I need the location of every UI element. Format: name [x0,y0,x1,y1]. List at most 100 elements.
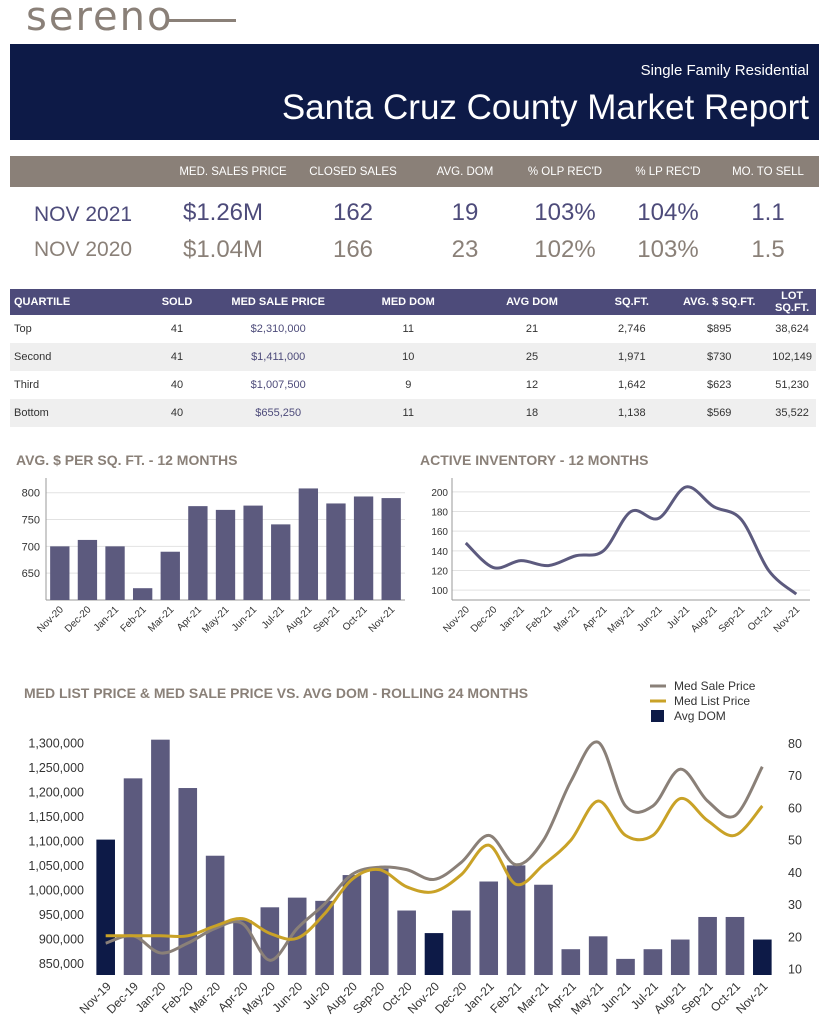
y-right-tick-label: 50 [788,834,802,848]
dom-bar [233,920,252,975]
bar [326,503,346,600]
x-tick-label: Feb-21 [524,604,554,634]
kpi-header-avg-dom: AVG. DOM [436,166,494,178]
table-cell: 1,138 [593,399,671,427]
series-line [464,485,798,596]
x-tick-label: Aug-21 [689,604,720,635]
table-cell: Top [14,323,32,335]
dom-bar [670,939,690,975]
x-tick-label: Mar-21 [552,604,582,634]
col-lot-sqft[interactable]: LOT SQ.FT. [768,289,816,315]
table-cell: $730 [670,343,769,371]
y-tick-label: 650 [22,568,40,580]
x-tick-label: Nov-21 [733,979,770,1016]
quartile-table: QUARTILE SOLD MED SALE PRICE MED DOM AVG… [10,289,816,427]
table-row: Second 41 $1,411,000 10 25 1,971 $730 102,149 [10,343,816,371]
y-tick-label: 160 [431,527,448,538]
col-avg-dom[interactable]: AVG DOM [470,289,594,315]
col-quartile[interactable]: QUARTILE [10,289,144,315]
table-cell: $1,411,000 [210,343,346,371]
table-cell: $1,007,500 [250,379,306,391]
table-row: Bottom 40 $655,250 11 18 1,138 $569 35,522 [10,399,816,427]
x-tick-label: Oct-21 [341,604,370,633]
kpi-value: 1.1 [751,199,785,226]
y-left-tick-label: 1,050,000 [28,859,84,873]
bar [160,551,180,600]
x-tick-label: Nov-21 [772,604,803,635]
dom-bar [287,897,307,975]
x-tick-label: Dec-19 [104,979,141,1016]
x-tick-label: Jun-20 [269,979,305,1015]
y-right-tick-label: 30 [788,898,802,912]
col-med-dom[interactable]: MED DOM [345,289,471,315]
table-cell: 2,746 [618,323,646,335]
x-tick-label: Sep-20 [350,979,387,1016]
table-cell: 102,149 [768,343,816,371]
table-cell: 18 [470,399,594,427]
table-cell: 40 [143,399,211,427]
dom-bar [424,933,444,975]
table-row: Top 41 $2,310,000 11 21 2,746 $895 38,624 [10,315,816,343]
x-tick-label: Jun-21 [635,604,665,634]
y-tick-label: 800 [22,488,40,500]
col-med-sale-price[interactable]: MED SALE PRICE [210,289,346,315]
table-cell: Third [14,379,40,391]
x-tick-label: Dec-20 [63,604,94,635]
kpi-value: 19 [451,199,479,226]
dom-bar [534,884,553,975]
kpi-header-olp: % OLP REC'D [527,166,603,178]
dom-bar [178,788,198,975]
kpi-value: 166 [332,236,374,263]
chart-title-active-inventory: ACTIVE INVENTORY - 12 MONTHS [420,452,649,468]
chart-rolling-24: 850,000 900,000 950,000 1,000,000 1,050,000 1… [28,679,802,1017]
bar [215,509,236,600]
y-left-tick-label: 1,250,000 [28,761,84,775]
dom-bar [725,916,745,975]
table-cell: Bottom [10,399,144,427]
table-cell: Second [10,343,144,371]
y-tick-label: 750 [22,515,40,527]
table-cell: $895 [706,323,732,335]
dom-bar [342,875,362,975]
banner-title: Santa Cruz County Market Report [281,88,809,127]
y-tick-label: 180 [431,508,448,519]
kpi-value: 103% [637,236,699,263]
dom-bar [123,778,143,975]
table-cell: 21 [525,323,539,335]
brand-logo: sereno [26,0,174,40]
table-cell: 11 [402,323,414,335]
table-cell: 1,642 [618,379,646,391]
x-tick-label: Jun-21 [230,604,260,634]
legend-swatch [651,710,664,722]
y-left-tick-label: 1,100,000 [28,834,84,848]
col-sold[interactable]: SOLD [143,289,211,315]
kpi-header-closed-sales: CLOSED SALES [309,166,397,178]
table-cell: 11 [345,399,471,427]
x-tick-label: Nov-20 [35,604,66,635]
bar [243,505,263,600]
x-tick-label: Mar-20 [186,979,223,1016]
col-sqft[interactable]: SQ.FT. [593,289,671,315]
table-cell: 51,230 [775,379,809,391]
dom-bar [616,958,635,975]
brand-logo-line [168,19,236,22]
kpi-row-label: NOV 2021 [34,203,133,226]
table-cell: 1,971 [593,343,671,371]
y-left-tick-label: 1,300,000 [28,736,84,750]
y-right-tick-label: 80 [788,737,802,751]
y-tick-label: 140 [431,547,448,558]
kpi-value: 162 [332,199,374,226]
x-tick-label: Sep-21 [717,604,748,635]
x-tick-label: Oct-21 [746,604,775,633]
x-tick-label: Mar-21 [515,979,552,1016]
kpi-header-lp: % LP REC'D [635,166,701,178]
y-tick-label: 100 [431,586,448,597]
bar [188,506,208,600]
dom-bar [479,881,499,975]
dom-bar [588,936,608,975]
y-left-tick-label: 950,000 [39,908,84,922]
bar [353,496,374,600]
dom-bar [369,868,389,975]
col-avg-price-sqft[interactable]: AVG. $ SQ.FT. [670,289,769,315]
kpi-value: 104% [637,199,699,226]
